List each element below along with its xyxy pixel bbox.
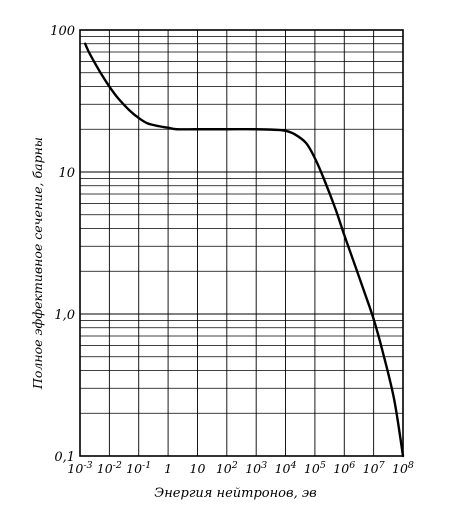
x-tick-label: 1 xyxy=(164,461,172,476)
series-layer xyxy=(83,42,405,458)
x-tick-label: 106 xyxy=(333,460,355,476)
x-tick-label: 10-2 xyxy=(97,460,122,476)
y-axis-title: Полное эффективное сечение, барны xyxy=(30,137,45,390)
cross-section-curve xyxy=(83,42,405,458)
x-tick-label: 108 xyxy=(392,460,414,476)
grid xyxy=(79,30,404,457)
x-tick-label: 104 xyxy=(275,460,297,476)
plot-frame xyxy=(79,29,404,457)
y-tick-label: 1,0 xyxy=(54,308,75,323)
x-tick-label: 103 xyxy=(245,460,267,476)
y-tick-label: 100 xyxy=(50,24,75,39)
x-tick-labels: 10-3 10-2 10-1 1 10 102 103 104 105 106 107 108 xyxy=(67,460,414,476)
x-tick-label: 10 xyxy=(190,461,206,476)
x-tick-label: 10-3 xyxy=(67,460,92,476)
x-tick-label: 107 xyxy=(363,460,386,476)
x-tick-label: 105 xyxy=(304,460,326,476)
y-tick-labels: 0,1 1,0 10 100 xyxy=(50,24,75,465)
x-axis-title: Энергия нейтронов, эв xyxy=(154,486,316,501)
x-tick-label: 10-1 xyxy=(126,460,151,476)
y-tick-label: 10 xyxy=(58,166,75,181)
y-tick-label: 0,1 xyxy=(54,450,75,465)
x-tick-label: 102 xyxy=(216,460,238,476)
